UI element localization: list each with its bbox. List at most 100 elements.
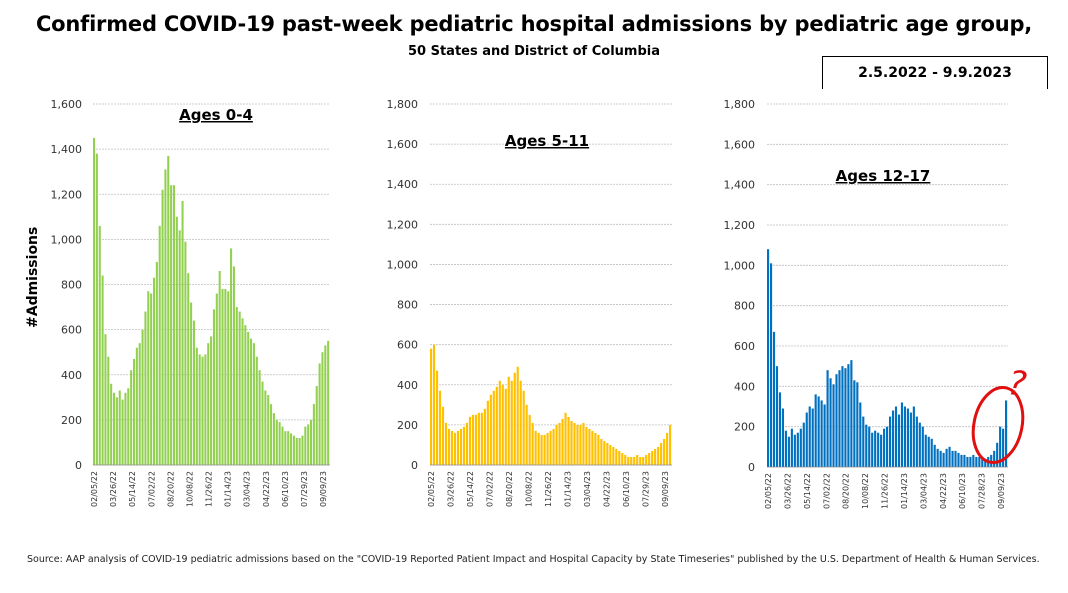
y-tick-label: 1,600 bbox=[724, 138, 756, 151]
bar bbox=[850, 360, 853, 467]
bar bbox=[657, 446, 660, 465]
bar bbox=[924, 434, 927, 467]
bar bbox=[552, 428, 555, 465]
bar bbox=[993, 450, 996, 467]
bar bbox=[960, 454, 963, 467]
bar bbox=[510, 380, 513, 465]
bar bbox=[312, 404, 315, 465]
y-tick-label: 1,600 bbox=[51, 98, 83, 111]
bar bbox=[832, 384, 835, 467]
bar bbox=[495, 386, 498, 465]
bar bbox=[891, 410, 895, 467]
bar bbox=[304, 426, 307, 465]
y-tick-label: 1,600 bbox=[387, 138, 419, 151]
x-tick-label: 11/26/22 bbox=[544, 471, 553, 507]
x-tick-label: 03/26/22 bbox=[783, 473, 792, 509]
bar bbox=[210, 336, 213, 465]
y-tick-label: 1,800 bbox=[387, 98, 419, 111]
bar bbox=[483, 408, 486, 465]
bar bbox=[531, 422, 534, 465]
bar bbox=[118, 390, 121, 465]
x-tick-label: 05/14/22 bbox=[466, 471, 475, 507]
bar bbox=[636, 454, 639, 465]
bar bbox=[284, 431, 287, 465]
bar bbox=[178, 230, 181, 465]
x-tick-label: 02/05/22 bbox=[764, 473, 773, 509]
bar bbox=[155, 261, 158, 465]
panel-title: Ages 0-4 bbox=[179, 106, 253, 124]
bar bbox=[862, 416, 865, 467]
bar bbox=[315, 386, 318, 465]
bar bbox=[441, 406, 445, 465]
y-tick-label: 1,800 bbox=[724, 98, 756, 111]
bar bbox=[835, 374, 838, 467]
bar bbox=[966, 456, 969, 467]
bar bbox=[513, 372, 516, 465]
bar bbox=[612, 446, 615, 465]
bar bbox=[264, 390, 267, 465]
bar bbox=[435, 370, 439, 465]
bar bbox=[187, 273, 190, 465]
bar bbox=[546, 432, 549, 465]
bar bbox=[110, 383, 113, 465]
x-tick-label: 01/14/23 bbox=[564, 471, 573, 507]
bar bbox=[600, 438, 603, 465]
bar bbox=[152, 277, 156, 465]
bar bbox=[247, 331, 250, 465]
bar bbox=[865, 424, 868, 467]
bar bbox=[175, 216, 178, 465]
chart-subtitle: 50 States and District of Columbia bbox=[407, 44, 660, 59]
bar bbox=[927, 436, 930, 467]
y-tick-label: 400 bbox=[734, 380, 755, 393]
bar bbox=[318, 363, 321, 465]
bar bbox=[573, 422, 576, 465]
bar bbox=[588, 428, 591, 465]
bar bbox=[112, 392, 116, 465]
bar bbox=[969, 456, 972, 467]
bar bbox=[963, 454, 966, 467]
bar bbox=[570, 420, 573, 465]
x-tick-label: 07/02/22 bbox=[822, 473, 831, 509]
bar bbox=[181, 201, 184, 465]
bar bbox=[447, 428, 451, 465]
x-tick-label: 03/26/22 bbox=[109, 471, 118, 507]
bar bbox=[561, 418, 564, 465]
y-tick-label: 600 bbox=[397, 339, 418, 352]
bar bbox=[630, 456, 633, 465]
bar bbox=[627, 456, 630, 465]
bar bbox=[150, 293, 153, 465]
x-tick-label: 05/14/22 bbox=[803, 473, 812, 509]
bar bbox=[775, 366, 779, 467]
bar bbox=[811, 408, 814, 467]
x-tick-label: 09/09/23 bbox=[661, 471, 670, 507]
bar bbox=[459, 428, 463, 465]
bar bbox=[292, 435, 295, 465]
bar bbox=[606, 442, 609, 465]
bar bbox=[874, 430, 877, 467]
bar bbox=[778, 392, 782, 467]
bar bbox=[252, 343, 255, 465]
bar bbox=[190, 302, 193, 465]
bar bbox=[98, 225, 101, 465]
bar bbox=[856, 382, 859, 467]
y-tick-label: 800 bbox=[734, 300, 755, 313]
bar bbox=[999, 426, 1002, 467]
bar bbox=[654, 448, 657, 465]
x-tick-label: 10/08/22 bbox=[861, 473, 870, 509]
bar bbox=[942, 452, 945, 467]
bar bbox=[492, 390, 495, 465]
bar bbox=[275, 419, 278, 466]
bar bbox=[951, 450, 954, 467]
x-tick-label: 06/10/23 bbox=[622, 471, 631, 507]
bar bbox=[948, 446, 951, 467]
bar bbox=[278, 422, 281, 465]
panel-title: Ages 12-17 bbox=[836, 167, 931, 185]
x-tick-label: 01/14/23 bbox=[224, 471, 233, 507]
bar bbox=[838, 370, 841, 467]
bar bbox=[516, 366, 519, 465]
x-tick-label: 07/29/23 bbox=[642, 471, 651, 507]
y-tick-label: 1,400 bbox=[387, 178, 419, 191]
bar bbox=[871, 432, 874, 467]
bar bbox=[642, 456, 645, 465]
